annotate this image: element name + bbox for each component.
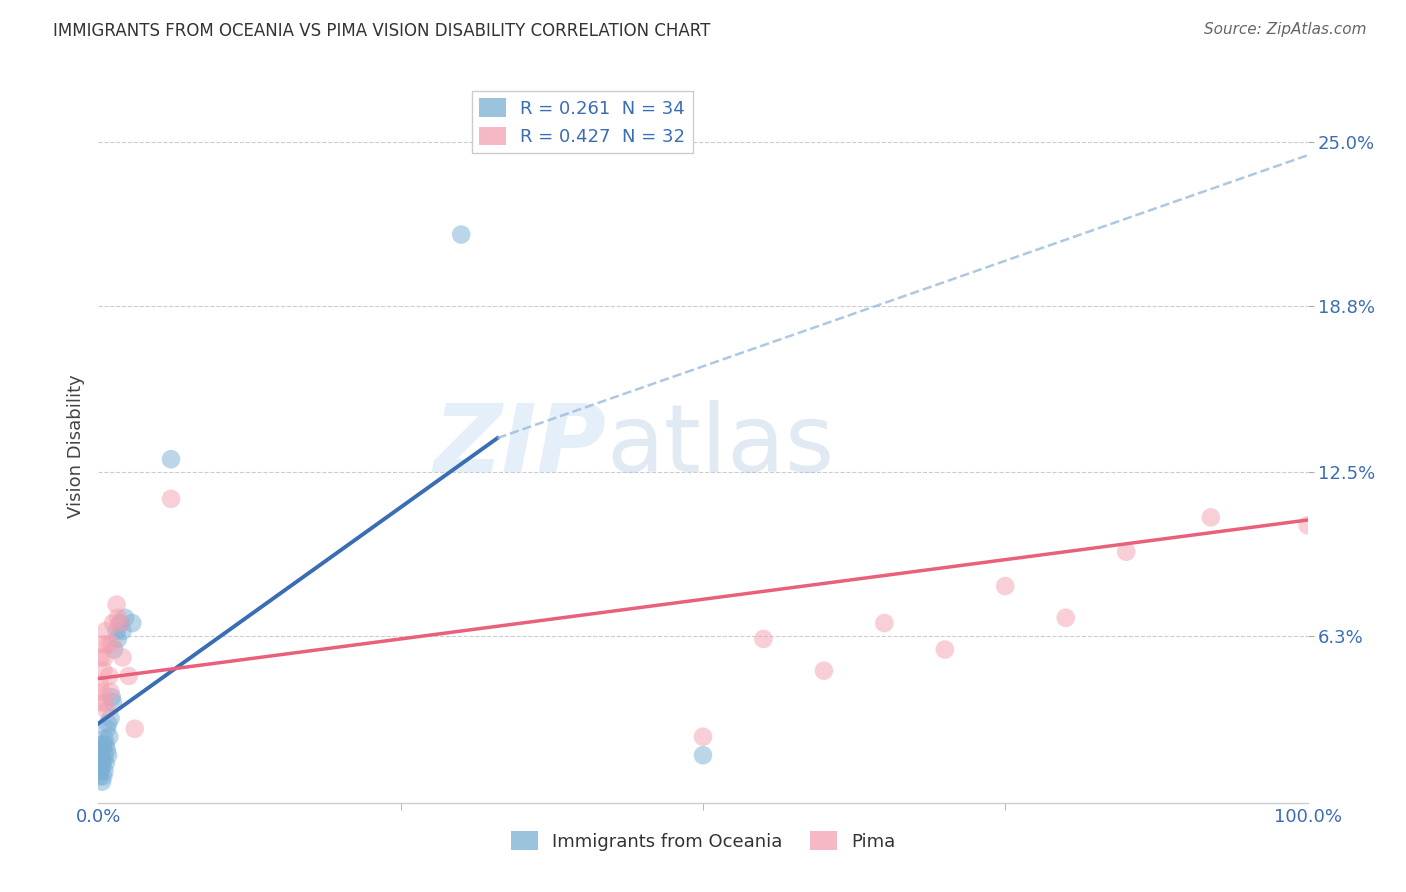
Point: [1054, 611, 1077, 625]
Point: [124, 722, 146, 736]
Point: [94, 756, 117, 771]
Point: [160, 452, 183, 467]
Point: [89, 677, 111, 691]
Point: [111, 624, 134, 638]
Point: [752, 632, 775, 646]
Point: [1115, 545, 1137, 559]
Point: [1199, 510, 1222, 524]
Point: [98, 730, 121, 744]
Point: [91, 759, 114, 773]
Point: [107, 632, 129, 646]
Point: [105, 598, 128, 612]
Point: [105, 624, 128, 638]
Point: [160, 491, 183, 506]
Point: [114, 611, 136, 625]
Point: [91, 685, 114, 699]
Point: [90, 738, 112, 752]
Point: [90, 650, 112, 665]
Point: [93, 748, 115, 763]
Point: [91, 774, 114, 789]
Point: [101, 616, 124, 631]
Point: [91, 738, 114, 752]
Point: [90, 764, 112, 778]
Text: atlas: atlas: [606, 400, 835, 492]
Point: [692, 730, 714, 744]
Point: [994, 579, 1017, 593]
Point: [93, 732, 115, 747]
Point: [90, 748, 112, 763]
Point: [108, 616, 131, 631]
Point: [100, 711, 122, 725]
Point: [96, 722, 118, 736]
Point: [89, 756, 111, 771]
Point: [98, 669, 121, 683]
Point: [100, 637, 122, 651]
Point: [813, 664, 835, 678]
Point: [873, 616, 896, 631]
Point: [97, 748, 120, 763]
Point: [111, 650, 134, 665]
Point: [450, 227, 472, 242]
Point: [107, 611, 129, 625]
Point: [93, 650, 115, 665]
Point: [94, 624, 117, 638]
Point: [91, 664, 114, 678]
Text: ZIP: ZIP: [433, 400, 606, 492]
Point: [121, 616, 143, 631]
Point: [100, 690, 122, 704]
Point: [91, 754, 114, 768]
Text: Source: ZipAtlas.com: Source: ZipAtlas.com: [1204, 22, 1367, 37]
Legend: Immigrants from Oceania, Pima: Immigrants from Oceania, Pima: [503, 824, 903, 858]
Point: [91, 769, 114, 783]
Point: [1296, 518, 1319, 533]
Point: [93, 764, 115, 778]
Y-axis label: Vision Disability: Vision Disability: [66, 374, 84, 518]
Point: [692, 748, 714, 763]
Point: [96, 743, 118, 757]
Point: [934, 642, 956, 657]
Point: [97, 716, 120, 731]
Point: [89, 769, 111, 783]
Point: [97, 637, 120, 651]
Text: IMMIGRANTS FROM OCEANIA VS PIMA VISION DISABILITY CORRELATION CHART: IMMIGRANTS FROM OCEANIA VS PIMA VISION D…: [53, 22, 711, 40]
Point: [96, 703, 118, 717]
Point: [93, 695, 115, 709]
Point: [101, 695, 124, 709]
Point: [91, 637, 114, 651]
Point: [103, 642, 125, 657]
Point: [118, 669, 141, 683]
Point: [91, 743, 114, 757]
Point: [90, 695, 112, 709]
Point: [108, 616, 131, 631]
Point: [100, 685, 122, 699]
Point: [94, 738, 117, 752]
